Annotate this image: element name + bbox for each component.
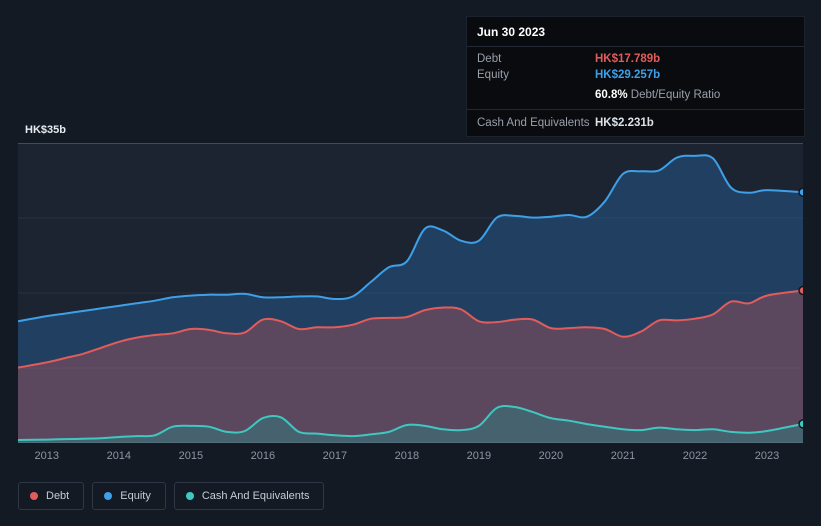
chart-tooltip: Jun 30 2023 Debt HK$17.789b Equity HK$29… [466, 16, 805, 137]
chart-plot-area[interactable] [18, 143, 803, 443]
y-axis-top-label: HK$35b [25, 124, 66, 136]
x-tick-2022: 2022 [682, 450, 708, 462]
series-endpoint-debt[interactable] [798, 285, 803, 296]
legend-label: Debt [46, 490, 70, 502]
series-line-equity [18, 154, 803, 323]
tooltip-ratio-value: 60.8% [595, 89, 628, 101]
x-tick-2017: 2017 [322, 450, 348, 462]
x-tick-2016: 2016 [250, 450, 276, 462]
x-tick-2021: 2021 [610, 450, 636, 462]
x-tick-2014: 2014 [106, 450, 132, 462]
debt-equity-chart-svg[interactable] [18, 143, 803, 443]
legend-dot-icon [30, 492, 38, 500]
tooltip-cash-value: HK$2.231b [595, 117, 654, 129]
series-line-debt [18, 289, 803, 369]
legend-item-cash-and-equivalents[interactable]: Cash And Equivalents [173, 482, 325, 510]
x-tick-2013: 2013 [34, 450, 60, 462]
tooltip-date: Jun 30 2023 [467, 17, 804, 47]
x-tick-2018: 2018 [394, 450, 420, 462]
tooltip-equity-value: HK$29.257b [595, 69, 661, 81]
legend-dot-icon [104, 492, 113, 500]
series-line-cash-and-equivalents [18, 404, 803, 441]
tooltip-cash-label: Cash And Equivalents [477, 117, 590, 129]
series-endpoint-equity[interactable] [798, 187, 803, 197]
series-area-cash-and-equivalents [18, 405, 803, 443]
tooltip-equity-row: Equity HK$29.257b [467, 67, 804, 83]
x-tick-2015: 2015 [178, 450, 204, 462]
legend-item-equity[interactable]: Equity [92, 482, 166, 510]
tooltip-debt-row: Debt HK$17.789b [467, 51, 804, 67]
legend: Debt Equity Cash And Equivalents [18, 482, 325, 510]
legend-label: Cash And Equivalents [201, 490, 310, 502]
legend-label: Equity [120, 490, 151, 502]
x-tick-2020: 2020 [538, 450, 564, 462]
tooltip-ratio-label: Debt/Equity Ratio [627, 89, 721, 101]
tooltip-cash-row: Cash And Equivalents HK$2.231b [467, 109, 804, 136]
tooltip-ratio-row: 60.8% Debt/Equity Ratio [467, 83, 804, 105]
tooltip-debt-value: HK$17.789b [595, 53, 661, 65]
x-tick-2023: 2023 [754, 450, 780, 462]
legend-dot-icon [185, 492, 194, 500]
tooltip-equity-label: Equity [477, 69, 509, 81]
series-area-debt [18, 290, 803, 443]
tooltip-debt-label: Debt [477, 53, 502, 65]
series-endpoint-cash-and-equivalents[interactable] [798, 419, 803, 429]
x-tick-2019: 2019 [466, 450, 492, 462]
legend-item-debt[interactable]: Debt [18, 482, 85, 510]
series-area-equity [18, 155, 803, 443]
